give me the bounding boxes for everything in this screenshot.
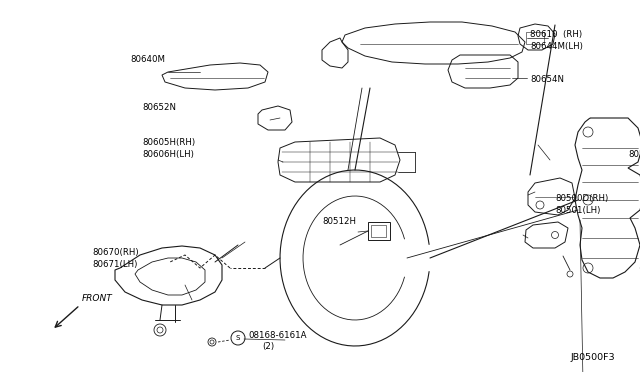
- Text: 80654N: 80654N: [530, 76, 564, 84]
- Text: 80605H(RH): 80605H(RH): [142, 138, 195, 147]
- Bar: [371, 225, 386, 237]
- Text: JB0500F3: JB0500F3: [570, 353, 615, 362]
- Text: (2): (2): [262, 343, 274, 352]
- Text: 80500D(RH): 80500D(RH): [555, 193, 608, 202]
- Text: S: S: [236, 335, 240, 341]
- Text: 80644M(LH): 80644M(LH): [530, 42, 583, 51]
- Text: FRONT: FRONT: [82, 294, 113, 303]
- Text: 80512H: 80512H: [322, 218, 356, 227]
- Text: 80640M: 80640M: [130, 55, 165, 64]
- Bar: [368, 222, 390, 240]
- Text: 80606H(LH): 80606H(LH): [142, 150, 194, 158]
- Text: 80671(LH): 80671(LH): [92, 260, 138, 269]
- Text: 80501(LH): 80501(LH): [555, 205, 600, 215]
- Text: 80652N: 80652N: [142, 103, 176, 112]
- Text: 08168-6161A: 08168-6161A: [248, 330, 307, 340]
- Bar: [526, 32, 544, 44]
- Text: 80515(LH): 80515(LH): [628, 151, 640, 160]
- Text: 80610  (RH): 80610 (RH): [530, 31, 582, 39]
- Text: 80670(RH): 80670(RH): [92, 247, 139, 257]
